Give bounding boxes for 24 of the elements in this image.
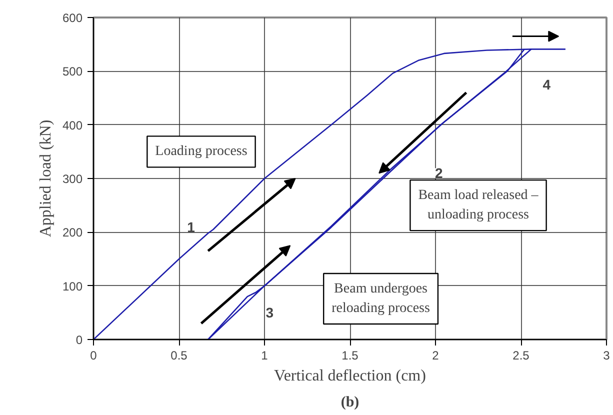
y-tick-label: 400	[62, 118, 83, 132]
annotation: Beam load released – unloading process	[418, 188, 540, 223]
x-tick-label: 1	[261, 348, 268, 362]
x-tick-label: 0	[90, 348, 98, 362]
y-axis-title: Applied load (kN)	[37, 120, 54, 238]
x-tick-label: 3	[603, 348, 610, 362]
annotation: 4	[542, 76, 551, 93]
y-tick-label: 0	[76, 333, 83, 347]
y-tick-label: 300	[62, 172, 83, 186]
x-tick-label: 1.5	[342, 348, 359, 362]
x-tick-label: 0.5	[170, 348, 188, 362]
x-tick-label: 2.5	[512, 348, 530, 362]
y-tick-label: 200	[62, 226, 83, 240]
annotation: 2	[435, 165, 444, 182]
annotation: Loading process	[155, 144, 248, 160]
text: (b)	[340, 394, 360, 410]
y-tick-label: 500	[62, 64, 83, 79]
annotation: Beam undergoes reloading process	[332, 281, 430, 316]
annotation: 1	[187, 218, 196, 235]
x-tick-label: 2	[432, 348, 440, 362]
y-tick-label: 600	[62, 11, 83, 25]
annotation: 3	[266, 304, 274, 321]
x-axis-title: Vertical deflection (cm)	[274, 368, 426, 384]
y-tick-label: 100	[62, 279, 83, 294]
